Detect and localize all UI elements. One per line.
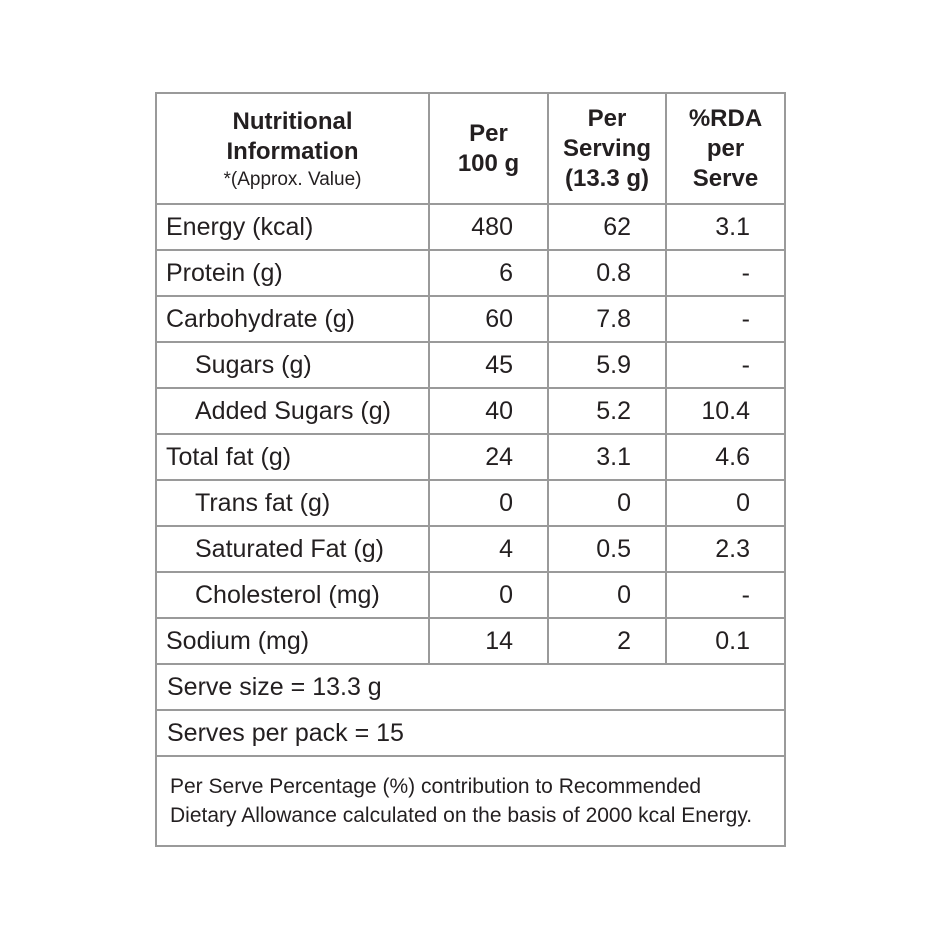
value-per-100g: 0 [428, 571, 549, 619]
value-per-100g: 480 [428, 203, 549, 251]
nutrient-row: Total fat (g) 24 3.1 4.6 [155, 433, 786, 481]
nutrient-label: Total fat (g) [155, 433, 430, 481]
value-per-serving: 62 [547, 203, 667, 251]
nutrient-label: Energy (kcal) [155, 203, 430, 251]
nutrient-row: Cholesterol (mg) 0 0 - [155, 571, 786, 619]
value-per-serving: 0 [547, 479, 667, 527]
nutrient-row: Energy (kcal) 480 62 3.1 [155, 203, 786, 251]
nutrient-label: Carbohydrate (g) [155, 295, 430, 343]
approx-value-note: *(Approx. Value) [223, 168, 362, 190]
nutrient-label: Sugars (g) [155, 341, 430, 389]
value-per-serving: 5.9 [547, 341, 667, 389]
nutrient-row: Protein (g) 6 0.8 - [155, 249, 786, 297]
serve-size-row: Serve size = 13.3 g [155, 663, 786, 711]
value-per-serving: 0.8 [547, 249, 667, 297]
value-rda-per-serve: - [665, 571, 786, 619]
nutritional-information-title: Nutritional Information [226, 107, 359, 165]
nutrient-row: Trans fat (g) 0 0 0 [155, 479, 786, 527]
value-per-100g: 0 [428, 479, 549, 527]
value-per-serving: 5.2 [547, 387, 667, 435]
nutrient-label: Trans fat (g) [155, 479, 430, 527]
serve-size-text: Serve size = 13.3 g [155, 663, 786, 711]
value-rda-per-serve: 10.4 [665, 387, 786, 435]
value-per-serving: 2 [547, 617, 667, 665]
nutrient-row: Saturated Fat (g) 4 0.5 2.3 [155, 525, 786, 573]
nutrition-table: Nutritional Information *(Approx. Value)… [155, 92, 786, 847]
nutrient-label: Protein (g) [155, 249, 430, 297]
nutrient-row: Added Sugars (g) 40 5.2 10.4 [155, 387, 786, 435]
serves-per-pack-row: Serves per pack = 15 [155, 709, 786, 757]
value-per-100g: 4 [428, 525, 549, 573]
value-rda-per-serve: 0.1 [665, 617, 786, 665]
nutrient-row: Sugars (g) 45 5.9 - [155, 341, 786, 389]
header-per-100g: Per 100 g [428, 92, 549, 205]
header-per-serving: Per Serving (13.3 g) [547, 92, 667, 205]
value-per-serving: 0.5 [547, 525, 667, 573]
nutrient-label: Cholesterol (mg) [155, 571, 430, 619]
value-per-serving: 0 [547, 571, 667, 619]
value-rda-per-serve: 2.3 [665, 525, 786, 573]
nutrient-row: Carbohydrate (g) 60 7.8 - [155, 295, 786, 343]
value-per-100g: 45 [428, 341, 549, 389]
nutrient-label: Added Sugars (g) [155, 387, 430, 435]
value-per-100g: 60 [428, 295, 549, 343]
value-per-100g: 24 [428, 433, 549, 481]
value-rda-per-serve: - [665, 341, 786, 389]
value-rda-per-serve: 3.1 [665, 203, 786, 251]
value-per-serving: 7.8 [547, 295, 667, 343]
header-row: Nutritional Information *(Approx. Value)… [155, 92, 786, 205]
value-per-100g: 6 [428, 249, 549, 297]
serves-per-pack-text: Serves per pack = 15 [155, 709, 786, 757]
value-per-100g: 14 [428, 617, 549, 665]
value-rda-per-serve: 0 [665, 479, 786, 527]
header-rda-per-serve: %RDA per Serve [665, 92, 786, 205]
value-rda-per-serve: - [665, 295, 786, 343]
value-rda-per-serve: - [665, 249, 786, 297]
rda-footnote-row: Per Serve Percentage (%) contribution to… [155, 755, 786, 847]
nutrient-label: Saturated Fat (g) [155, 525, 430, 573]
value-rda-per-serve: 4.6 [665, 433, 786, 481]
value-per-100g: 40 [428, 387, 549, 435]
nutrient-row: Sodium (mg) 14 2 0.1 [155, 617, 786, 665]
nutrient-label: Sodium (mg) [155, 617, 430, 665]
value-per-serving: 3.1 [547, 433, 667, 481]
rda-footnote-text: Per Serve Percentage (%) contribution to… [155, 755, 786, 847]
header-nutritional-information: Nutritional Information *(Approx. Value) [155, 92, 430, 205]
